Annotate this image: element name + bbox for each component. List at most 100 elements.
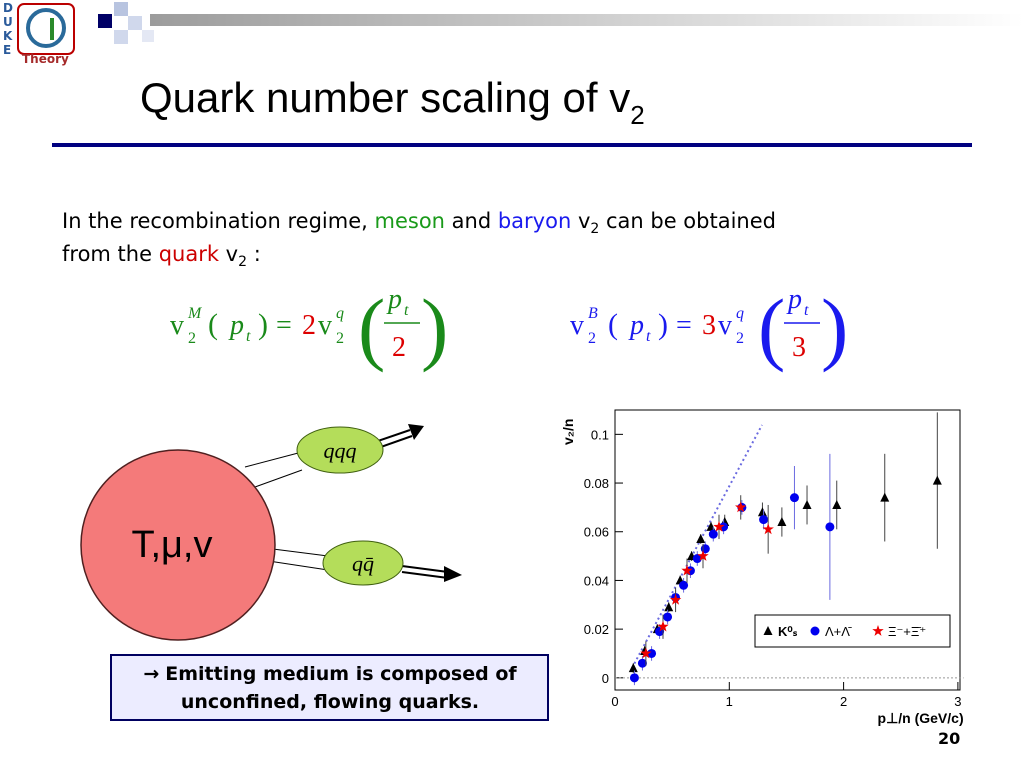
baryon-formula: v B2(p t) = 3 v q2p t3() [570,282,848,373]
marker [708,529,718,539]
formula-part: = [676,310,692,341]
formula-part: t [804,302,809,319]
baryon-label: qqq [324,438,357,463]
formula-part: 2 [392,332,406,363]
text: v [571,209,590,233]
x-tick-label: 3 [954,694,961,709]
big-paren: ) [821,282,848,373]
formula-part: t [404,302,409,319]
marker [789,493,799,503]
marker [679,580,689,590]
quark-scaling-line [631,424,763,669]
formula-part: v [570,310,584,341]
legend-label: K⁰ₛ [778,624,798,639]
jet [377,435,413,449]
formula-part: p [786,284,802,315]
formula-part: B [588,305,598,322]
title-sub: 2 [630,100,644,130]
marker [663,612,673,622]
logo-ring [26,8,66,48]
page-number: 20 [938,729,960,748]
meson-word: meson [375,209,445,233]
legend-box [754,614,951,648]
formula-part: q [336,305,344,322]
formula-part: v [718,310,732,341]
formula-part: M [187,305,203,322]
chart: 0 0.02 0.04 0.06 0.08 0.1 0 1 2 3 v₂/n p⊥/n (GeV/c)… [560,409,964,726]
formula-part: 2 [188,330,196,347]
marker [629,673,639,683]
marker [696,534,706,544]
marker [759,515,769,525]
subscript: 2 [238,254,247,270]
formula-part: ) [658,308,668,341]
text: In the recombination regime, [62,209,375,233]
deco-square [128,16,142,30]
big-paren: ( [758,282,785,373]
formula-part: ( [608,308,618,341]
meson-formula: v M2(p t) = 2 v q2p t2() [170,282,448,373]
text: can be obtained [599,209,776,233]
formula-part: = [276,310,292,341]
formula-part: v [170,310,184,341]
title-text: Quark number scaling of v [140,74,630,121]
formula-part: p [228,310,244,341]
legend-label: Λ+Λ̄ [825,624,852,639]
intro-line-1: In the recombination regime, meson and b… [62,209,776,237]
medium-label: T,μ,v [131,524,212,566]
legend-marker [810,626,820,636]
y-tick-label: 0.04 [584,573,609,588]
logo-letter: U [3,15,13,29]
jet [374,429,411,443]
meson-label: qq̄ [352,551,374,576]
y-tick-label: 0 [602,671,609,686]
jet [401,571,449,579]
text: from the [62,242,159,266]
logo-letter: K [3,29,13,43]
note-arrow: → [143,663,159,685]
deco-square [114,30,128,44]
baryon-blob [296,426,384,474]
legend-marker [872,625,884,636]
medium [80,449,276,641]
big-paren: ( [358,282,385,373]
note-box [110,654,549,721]
deco-square [142,30,154,42]
legend-label: Ξ⁻+Ξ̄⁺ [888,624,926,639]
marker [777,517,787,526]
meson-blob [322,540,404,586]
marker [700,544,710,554]
arrowhead [408,424,424,440]
marker [640,647,652,659]
plot-frame [614,409,961,691]
arrow [254,469,303,488]
formula-part: 2 [588,330,596,347]
marker [825,522,835,532]
diagram: T,μ,v qqq qq̄ [80,424,462,641]
marker [762,523,774,535]
x-tick-label: 0 [611,694,618,709]
marker [657,620,669,632]
top-bar [150,14,1024,26]
formula-part: ) [258,308,268,341]
legend-marker [763,626,773,635]
marker [735,501,747,513]
marker [713,520,725,532]
marker [697,550,709,561]
y-tick-label: 0.08 [584,476,609,491]
formula-part: ( [208,308,218,341]
logo-name: Theory [22,52,69,66]
arrow [244,451,303,468]
marker [637,658,647,668]
note-line-1: → Emitting medium is composed of [143,663,517,685]
x-tick-label: 2 [840,694,847,709]
marker [932,475,942,485]
y-tick-label: 0.02 [584,622,609,637]
logo-letter: E [3,43,11,57]
marker [669,593,682,605]
formula-part: t [246,328,251,345]
formula-part: 2 [736,330,744,347]
formula-part: 2 [336,330,344,347]
marker [664,602,674,612]
